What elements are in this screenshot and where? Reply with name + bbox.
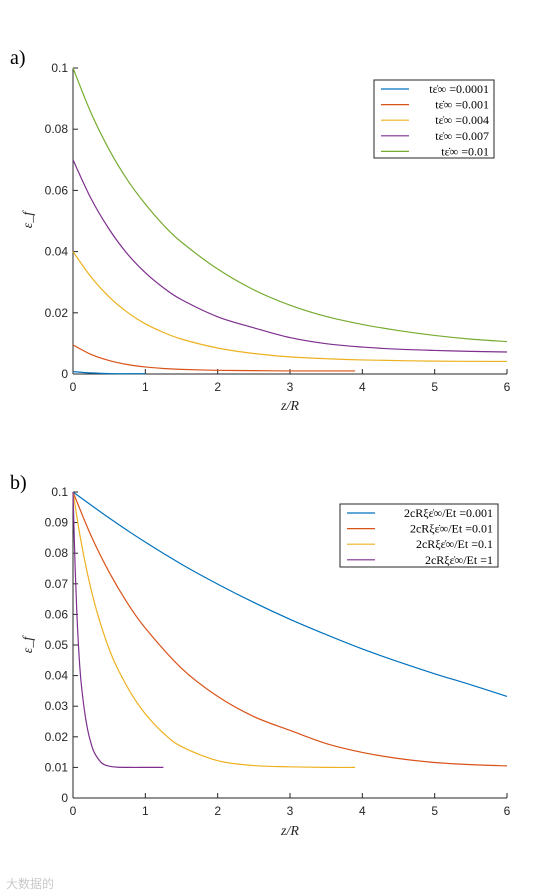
y-tick-label: 0.04 xyxy=(45,669,69,683)
legend-box xyxy=(339,503,499,568)
series-line-0 xyxy=(72,370,146,375)
y-axis-label-a: ε_f xyxy=(21,210,36,229)
x-tick-label: 5 xyxy=(431,804,438,818)
series-line-3 xyxy=(72,491,164,769)
legend-box xyxy=(373,79,495,159)
legend-label-1: tε̇∞ =0.001 xyxy=(435,98,489,112)
y-tick-label: 0.02 xyxy=(45,306,69,320)
y-tick-label: 0.04 xyxy=(45,245,69,259)
x-axis-label-a: z/R xyxy=(280,399,299,414)
x-tick-label: 1 xyxy=(142,380,149,394)
legend-label-3: tε̇∞ =0.007 xyxy=(435,129,489,143)
series-line-1 xyxy=(72,491,508,767)
x-tick-label: 0 xyxy=(70,804,77,818)
y-tick-label: 0 xyxy=(61,791,68,805)
x-tick-label: 6 xyxy=(504,804,511,818)
legend-label-4: tε̇∞ =0.01 xyxy=(441,144,489,158)
plot-area-b: 0 1 2 3 4 5 6 0 0.01 0.02 0.03 0.04 0.05 0.06 0.07 0.08… xyxy=(45,485,511,818)
panel-label-a: a) xyxy=(10,47,26,69)
chart-a: a) 0 1 2 3 4 5 6 0 0.02 0.04 0.06 0.08 0.1 tε̇∞ =0.00… xyxy=(10,47,511,414)
plot-area-a: 0 1 2 3 4 5 600.020.040.060.080.1tε̇∞ =0.0001t… xyxy=(45,61,511,394)
series-line-3 xyxy=(72,159,508,353)
y-tick-label: 0.06 xyxy=(45,183,69,197)
y-tick-label: 0.08 xyxy=(45,122,69,136)
legend-label-2: tε̇∞ =0.004 xyxy=(435,113,489,127)
x-tick-label: 2 xyxy=(214,804,221,818)
x-tick-label: 5 xyxy=(431,380,438,394)
x-tick-label: 0 xyxy=(70,380,77,394)
y-tick-label: 0.02 xyxy=(45,730,69,744)
y-tick-label: 0.06 xyxy=(45,607,69,621)
y-tick-label: 0.01 xyxy=(45,760,69,774)
x-tick-label: 3 xyxy=(287,804,294,818)
y-tick-label: 0.05 xyxy=(45,638,69,652)
x-tick-label: 2 xyxy=(214,380,221,394)
y-tick-label: 0.07 xyxy=(45,577,69,591)
x-tick-label: 6 xyxy=(504,380,511,394)
chart-b: b) 0 1 2 3 4 5 600.010.020.030.040.050.060.070… xyxy=(10,472,511,839)
legend-label-3: 2cRξε̇∞/Et =1 xyxy=(425,553,493,567)
legend-label-0: tε̇∞ =0.0001 xyxy=(429,82,489,96)
y-axis-label-b: ε_f xyxy=(21,635,36,654)
series-line-0 xyxy=(72,491,508,697)
x-tick-label: 4 xyxy=(359,804,366,818)
x-tick-label: 1 xyxy=(142,804,149,818)
legend-label-0: 2cRξε̇∞/Et =0.001 xyxy=(404,506,493,520)
y-tick-label: 0.09 xyxy=(45,516,69,530)
legend-label-2: 2cRξε̇∞/Et =0.1 xyxy=(416,537,493,551)
series-line-4 xyxy=(72,67,508,343)
series-line-2 xyxy=(72,491,356,769)
legend-label-1: 2cRξε̇∞/Et =0.01 xyxy=(410,522,493,536)
y-tick-label: 0.08 xyxy=(45,546,69,560)
series-line-2 xyxy=(72,251,508,363)
panel-label-b: b) xyxy=(10,472,27,494)
series-line-1 xyxy=(72,344,356,372)
x-tick-label: 3 xyxy=(287,380,294,394)
y-tick-label: 0.1 xyxy=(51,485,68,499)
y-tick-label: 0 xyxy=(61,367,68,381)
y-tick-label: 0.03 xyxy=(45,699,69,713)
x-tick-label: 4 xyxy=(359,380,366,394)
y-tick-label: 0.1 xyxy=(51,61,68,75)
watermark: 大数据的 xyxy=(6,877,55,891)
x-axis-label-b: z/R xyxy=(280,824,299,839)
